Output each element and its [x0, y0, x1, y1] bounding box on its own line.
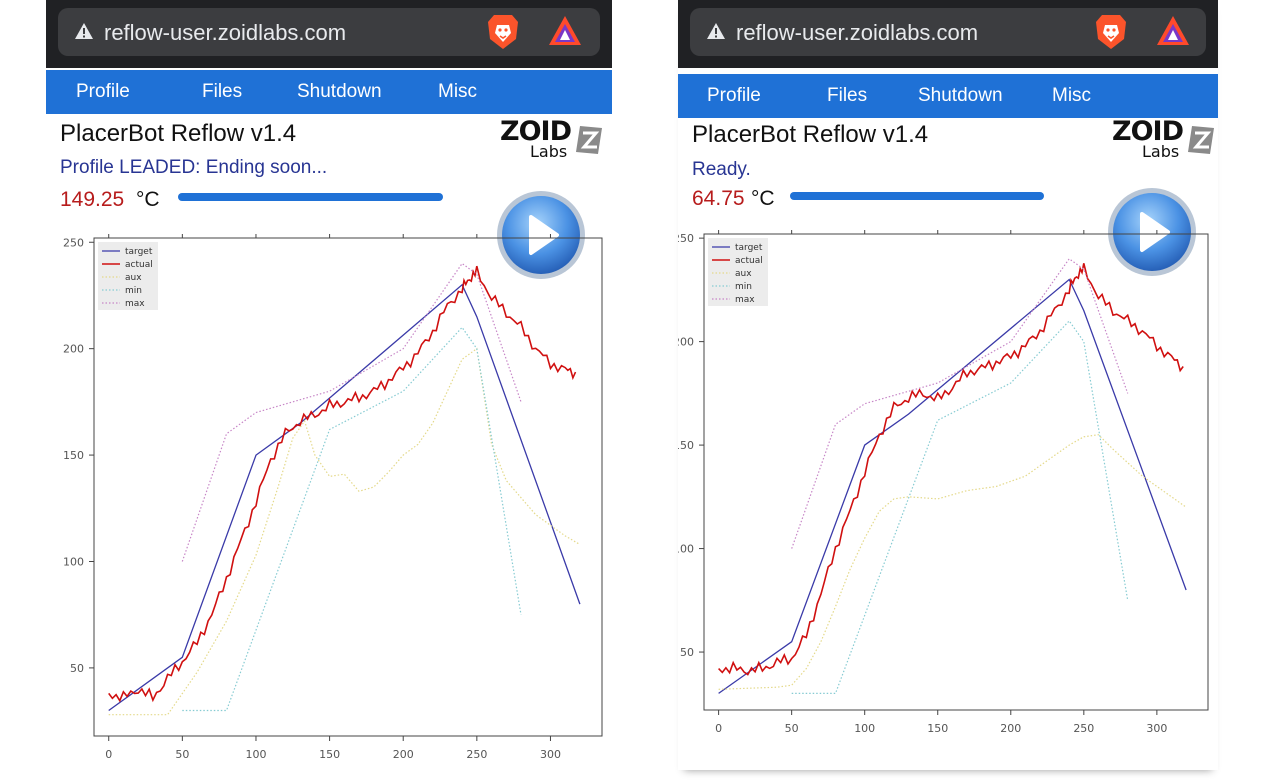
- y-tick-label: 200: [678, 336, 694, 349]
- x-tick-label: 100: [245, 748, 266, 761]
- legend-label-target: target: [125, 247, 153, 257]
- chart-svg: 0 50 100 150 200 250 300 50 100 150 200 250 target ac…: [63, 234, 603, 761]
- legend-label-actual: actual: [735, 256, 763, 266]
- x-tick-label: 0: [105, 748, 112, 761]
- address-bar[interactable]: reflow-user.zoidlabs.com: [58, 8, 600, 56]
- temperature-progress-bar: [790, 192, 1044, 200]
- nav-files[interactable]: Files: [202, 81, 243, 102]
- series-line-actual: [108, 265, 577, 703]
- x-tick-label: 150: [927, 722, 948, 735]
- series-line-aux: [718, 434, 1187, 690]
- nav-files[interactable]: Files: [827, 85, 868, 106]
- legend-box: [98, 242, 158, 310]
- series-line-aux: [108, 347, 581, 716]
- nav-shutdown[interactable]: Shutdown: [297, 81, 382, 102]
- phone-screenshot-left: reflow-user.zoidlabs.com Profile Files S…: [46, 0, 612, 784]
- page-title: PlacerBot Reflow v1.4: [60, 120, 297, 147]
- brave-rewards-icon[interactable]: [548, 15, 582, 47]
- zoid-labs-logo: ZOID Labs: [500, 116, 604, 166]
- legend-label-target: target: [735, 243, 763, 253]
- logo-word: ZOID: [500, 116, 572, 147]
- x-tick-label: 300: [540, 748, 561, 761]
- series-line-max: [791, 257, 1129, 549]
- plot-frame: [93, 237, 603, 737]
- x-tick-label: 250: [1073, 722, 1094, 735]
- logo-sub: Labs: [1142, 142, 1180, 161]
- legend-label-aux: aux: [125, 273, 142, 283]
- y-tick-label: 200: [63, 343, 84, 356]
- url-text[interactable]: reflow-user.zoidlabs.com: [736, 20, 979, 45]
- play-icon: [1140, 212, 1170, 252]
- play-icon: [529, 215, 559, 255]
- status-message: Ready.: [692, 159, 751, 180]
- x-tick-label: 300: [1146, 722, 1167, 735]
- y-tick-label: 150: [63, 449, 84, 462]
- series-line-min: [791, 319, 1129, 694]
- play-button[interactable]: [495, 189, 587, 281]
- x-tick-label: 100: [854, 722, 875, 735]
- legend-label-max: max: [735, 295, 755, 305]
- temperature-chart: 0 50 100 150 200 250 300 50 100 150 200 250 target ac…: [673, 228, 1218, 753]
- browser-toolbar: reflow-user.zoidlabs.com: [46, 0, 612, 68]
- legend-label-min: min: [125, 286, 142, 296]
- temperature-unit: °C: [751, 187, 775, 210]
- y-tick-label: 100: [63, 555, 84, 568]
- brave-rewards-icon[interactable]: [1156, 15, 1190, 47]
- nav-misc[interactable]: Misc: [438, 81, 478, 102]
- zoid-cube-icon: [576, 126, 602, 154]
- logo-sub: Labs: [530, 142, 568, 161]
- brave-lion-icon[interactable]: [1094, 13, 1128, 51]
- legend-label-aux: aux: [735, 269, 752, 279]
- y-tick-label: 250: [63, 236, 84, 249]
- nav-shutdown[interactable]: Shutdown: [918, 85, 1003, 106]
- top-nav: Profile Files Shutdown Misc: [46, 70, 612, 114]
- temperature-value: 149.25: [60, 188, 125, 211]
- series-line-actual: [718, 263, 1184, 676]
- page-title: PlacerBot Reflow v1.4: [692, 121, 929, 148]
- y-tick-label: 250: [678, 232, 694, 245]
- x-tick-label: 150: [319, 748, 340, 761]
- status-message: Profile LEADED: Ending soon...: [60, 157, 328, 178]
- series-line-min: [182, 326, 522, 712]
- legend-label-max: max: [125, 299, 145, 309]
- warning-icon[interactable]: [706, 21, 726, 41]
- x-tick-label: 200: [1000, 722, 1021, 735]
- temperature-progress-bar: [178, 193, 443, 201]
- series-line-target: [718, 278, 1187, 694]
- temperature-chart: 0 50 100 150 200 250 300 50 100 150 200 250 target ac…: [46, 230, 612, 775]
- y-tick-label: 150: [678, 439, 694, 452]
- nav-misc[interactable]: Misc: [1052, 85, 1092, 106]
- chart-svg: 0 50 100 150 200 250 300 50 100 150 200 250 target ac…: [673, 230, 1209, 735]
- address-bar[interactable]: reflow-user.zoidlabs.com: [690, 8, 1206, 56]
- url-text[interactable]: reflow-user.zoidlabs.com: [104, 20, 347, 45]
- y-tick-label: 50: [680, 646, 694, 659]
- temperature-value: 64.75: [692, 187, 745, 210]
- zoid-cube-icon: [1188, 126, 1214, 154]
- series-line-max: [181, 262, 522, 562]
- browser-toolbar: reflow-user.zoidlabs.com: [678, 0, 1218, 68]
- x-tick-label: 0: [715, 722, 722, 735]
- legend-label-actual: actual: [125, 260, 153, 270]
- warning-icon[interactable]: [74, 21, 94, 41]
- legend-box: [708, 238, 768, 306]
- logo-word: ZOID: [1112, 116, 1184, 147]
- play-button[interactable]: [1106, 186, 1198, 278]
- top-nav: Profile Files Shutdown Misc: [678, 74, 1218, 118]
- series-line-target: [108, 283, 581, 712]
- temperature-unit: °C: [136, 188, 160, 211]
- x-tick-label: 50: [785, 722, 799, 735]
- y-tick-label: 100: [678, 543, 694, 556]
- legend-label-min: min: [735, 282, 752, 292]
- x-tick-label: 250: [466, 748, 487, 761]
- nav-profile[interactable]: Profile: [707, 85, 761, 106]
- plot-frame: [703, 233, 1209, 711]
- nav-profile[interactable]: Profile: [76, 81, 130, 102]
- brave-lion-icon[interactable]: [486, 13, 520, 51]
- phone-screenshot-right: reflow-user.zoidlabs.com Profile Files S…: [673, 0, 1218, 770]
- x-tick-label: 50: [175, 748, 189, 761]
- y-tick-label: 50: [70, 662, 84, 675]
- zoid-labs-logo: ZOID Labs: [1112, 116, 1216, 166]
- x-tick-label: 200: [393, 748, 414, 761]
